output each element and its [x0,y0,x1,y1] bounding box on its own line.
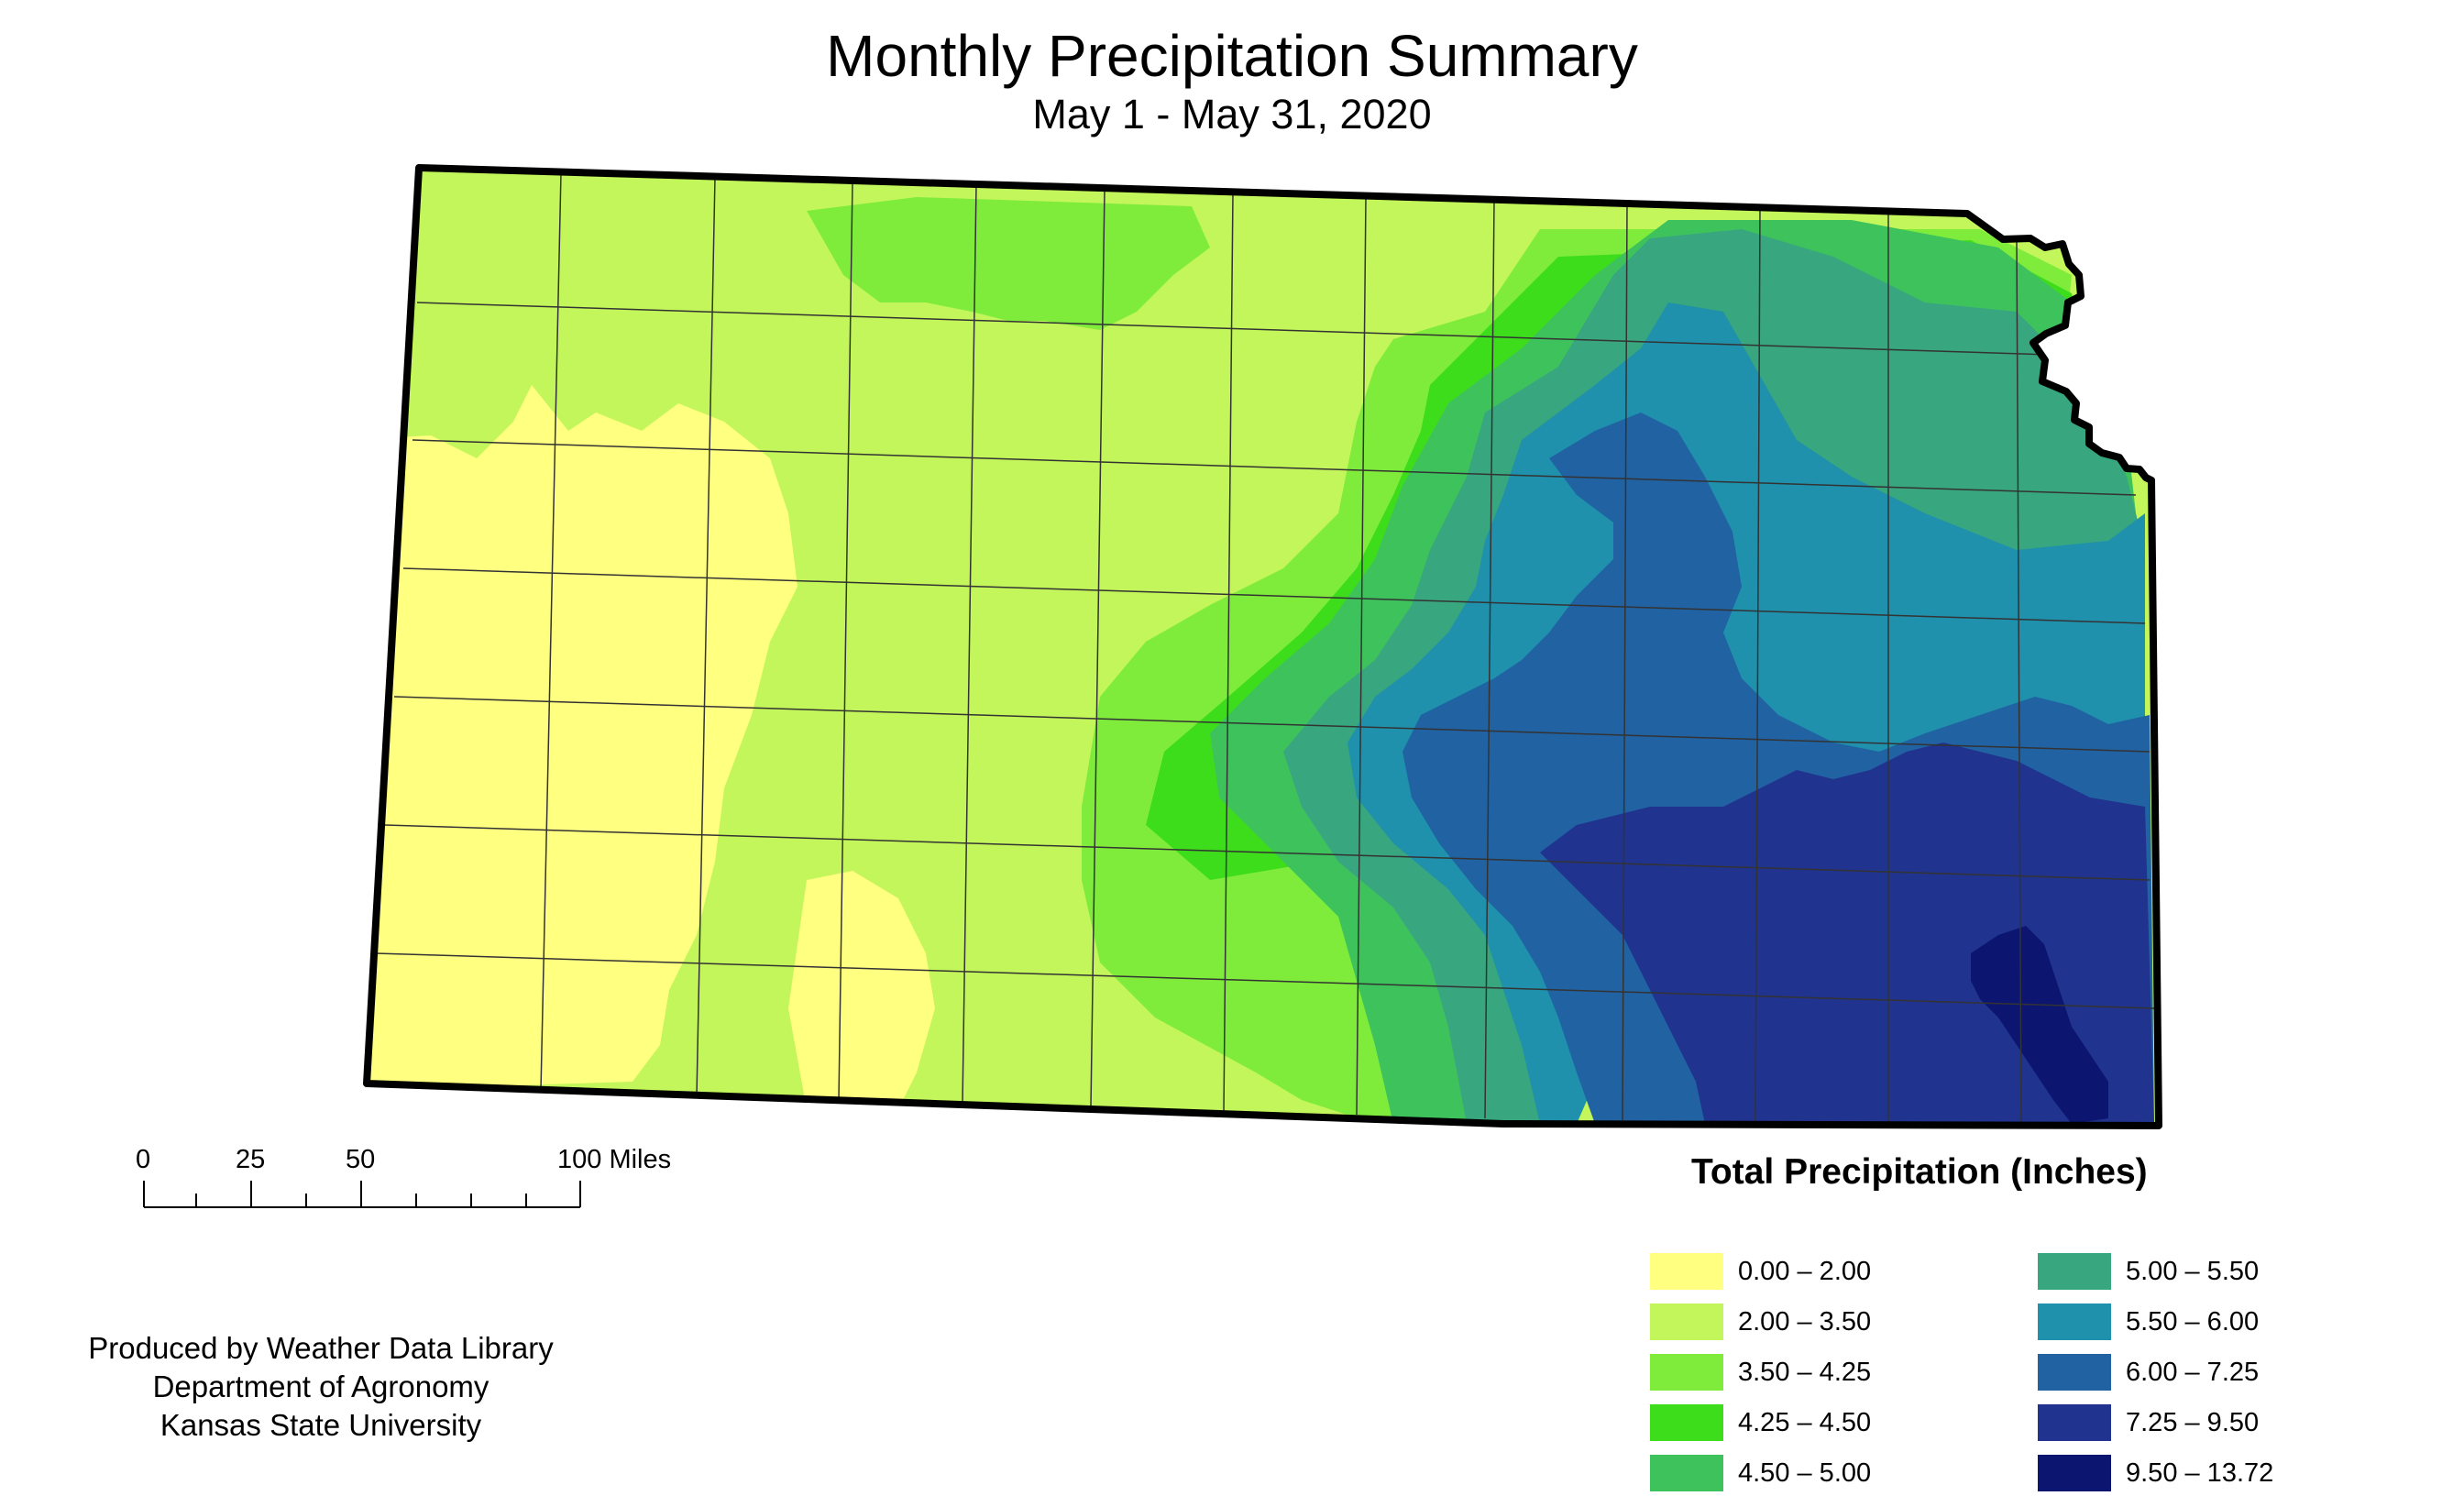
zone-3-50-4-25-north [807,197,1210,330]
zone-0-00-2-00-west [367,385,798,1091]
scale-label-100: 100 Miles [557,1145,672,1174]
legend-label: 6.00 – 7.25 [2126,1358,2260,1387]
legend-label: 4.25 – 4.50 [1738,1408,1872,1437]
legend-swatch [1650,1404,1723,1441]
legend-label: 3.50 – 4.25 [1738,1358,1872,1387]
legend-label: 4.50 – 5.00 [1738,1458,1872,1488]
legend-label: 5.00 – 5.50 [2126,1257,2260,1286]
credit-line: Department of Agronomy [152,1370,490,1403]
credit-line: Kansas State University [160,1408,482,1442]
scale-label-50: 50 [346,1145,376,1174]
legend-swatch [1650,1354,1723,1391]
legend-swatch [1650,1253,1723,1290]
map-subtitle: May 1 - May 31, 2020 [1032,91,1432,138]
precipitation-zones [367,168,2159,1126]
zone-9-50-13-72 [1971,926,2108,1124]
legend-label: 0.00 – 2.00 [1738,1257,1872,1286]
legend-swatch [1650,1304,1723,1340]
legend-swatch [2038,1253,2111,1290]
legend-label: 2.00 – 3.50 [1738,1307,1872,1336]
zone-7-25-9-50 [1540,742,2154,1124]
legend-label: 9.50 – 13.72 [2126,1458,2274,1488]
legend-swatch [2038,1404,2111,1441]
scale-label-25: 25 [236,1145,266,1174]
legend-label: 5.50 – 6.00 [2126,1307,2260,1336]
map-title: Monthly Precipitation Summary [826,23,1638,89]
legend-swatch [2038,1354,2111,1391]
scale-bar [143,1181,581,1208]
legend-swatch [1650,1455,1723,1491]
scale-label-0: 0 [136,1145,151,1174]
county-lines [375,171,2155,1125]
credits: Produced by Weather Data Library Departm… [55,1329,587,1445]
zone-0-00-2-00-south [788,871,935,1109]
kansas-state-border [363,164,2162,1129]
legend-title: Total Precipitation (Inches) [1691,1152,2148,1192]
credit-line: Produced by Weather Data Library [88,1331,554,1365]
legend-swatch [2038,1455,2111,1491]
legend-label: 7.25 – 9.50 [2126,1408,2260,1437]
legend-swatch [2038,1304,2111,1340]
